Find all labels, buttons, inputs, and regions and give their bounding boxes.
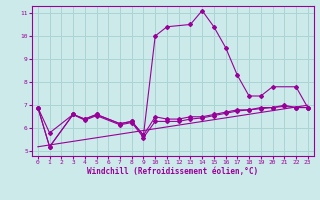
X-axis label: Windchill (Refroidissement éolien,°C): Windchill (Refroidissement éolien,°C) <box>87 167 258 176</box>
